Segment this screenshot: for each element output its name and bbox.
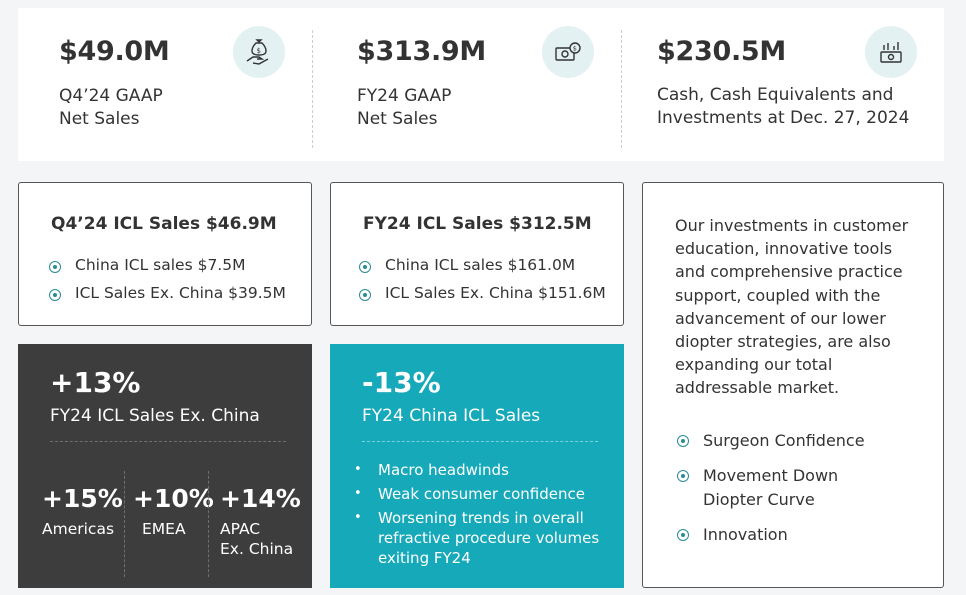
q4-icl-sales-card: Q4’24 ICL Sales $46.9M China ICL sales $… (18, 182, 312, 326)
investments-paragraph: Our investments in customer education, i… (675, 216, 909, 398)
region-apac: +14% APAC Ex. China (220, 484, 301, 558)
drivers-list: Surgeon Confidence Movement Down Diopter … (677, 429, 865, 558)
card-title: Q4’24 ICL Sales $46.9M (51, 214, 277, 234)
divider (362, 441, 598, 442)
card-title: FY24 ICL Sales $312.5M (363, 214, 592, 234)
metric-label: Q4’24 GAAP Net Sales (59, 86, 163, 129)
decline-percent: -13% (362, 366, 441, 399)
list-item: ICL Sales Ex. China $39.5M (49, 284, 286, 302)
svg-text:$: $ (257, 47, 261, 55)
summary-strip: $49.0M Q4’24 GAAP Net Sales $ $313.9M FY… (18, 8, 944, 161)
svg-text:$: $ (573, 45, 577, 53)
cash-growth-icon (865, 26, 917, 78)
china-decline-panel: -13% FY24 China ICL Sales Macro headwind… (330, 344, 624, 588)
list-item: Movement Down Diopter Curve (677, 464, 865, 512)
bullet-list: China ICL sales $7.5M ICL Sales Ex. Chin… (49, 256, 286, 302)
region-americas: +15% Americas (42, 484, 123, 538)
cash-coin-icon: $ (542, 26, 594, 78)
region-divider (124, 471, 125, 577)
target-bullet-icon (49, 261, 61, 273)
growth-label: FY24 ICL Sales Ex. China (50, 406, 260, 426)
list-item: Innovation (677, 523, 865, 547)
investments-card: Our investments in customer education, i… (642, 182, 944, 588)
target-bullet-icon (359, 261, 371, 273)
list-item: Macro headwinds (352, 460, 620, 480)
target-bullet-icon (677, 435, 689, 447)
list-item: China ICL sales $7.5M (49, 256, 286, 274)
growth-percent: +13% (50, 366, 141, 399)
metric-q4-net-sales: $49.0M Q4’24 GAAP Net Sales $ (59, 8, 299, 161)
ex-china-growth-panel: +13% FY24 ICL Sales Ex. China +15% Ameri… (18, 344, 312, 588)
metric-value: $313.9M (357, 36, 486, 67)
target-bullet-icon (359, 289, 371, 301)
list-item: China ICL sales $161.0M (359, 256, 606, 274)
metric-label: FY24 GAAP Net Sales (357, 86, 452, 129)
decline-label: FY24 China ICL Sales (362, 406, 541, 426)
bullet-list: China ICL sales $161.0M ICL Sales Ex. Ch… (359, 256, 606, 302)
hand-money-bag-icon: $ (233, 26, 285, 78)
headwinds-list: Macro headwinds Weak consumer confidence… (352, 460, 620, 572)
list-item: Surgeon Confidence (677, 429, 865, 453)
metric-divider (312, 30, 313, 148)
list-item: ICL Sales Ex. China $151.6M (359, 284, 606, 302)
target-bullet-icon (677, 470, 689, 482)
metric-value: $230.5M (657, 36, 786, 67)
fy24-icl-sales-card: FY24 ICL Sales $312.5M China ICL sales $… (330, 182, 624, 326)
metric-cash: $230.5M Cash, Cash Equivalents and Inves… (657, 8, 937, 161)
region-divider (208, 471, 209, 577)
metric-divider (621, 30, 622, 148)
list-item: Worsening trends in overall refractive p… (352, 508, 620, 568)
metric-value: $49.0M (59, 36, 170, 67)
metric-label: Cash, Cash Equivalents and Investments a… (657, 85, 910, 128)
target-bullet-icon (677, 529, 689, 541)
target-bullet-icon (49, 289, 61, 301)
metric-fy24-net-sales: $313.9M FY24 GAAP Net Sales $ (357, 8, 597, 161)
list-item: Weak consumer confidence (352, 484, 620, 504)
divider (50, 441, 286, 442)
region-emea: +10% EMEA (133, 484, 214, 538)
